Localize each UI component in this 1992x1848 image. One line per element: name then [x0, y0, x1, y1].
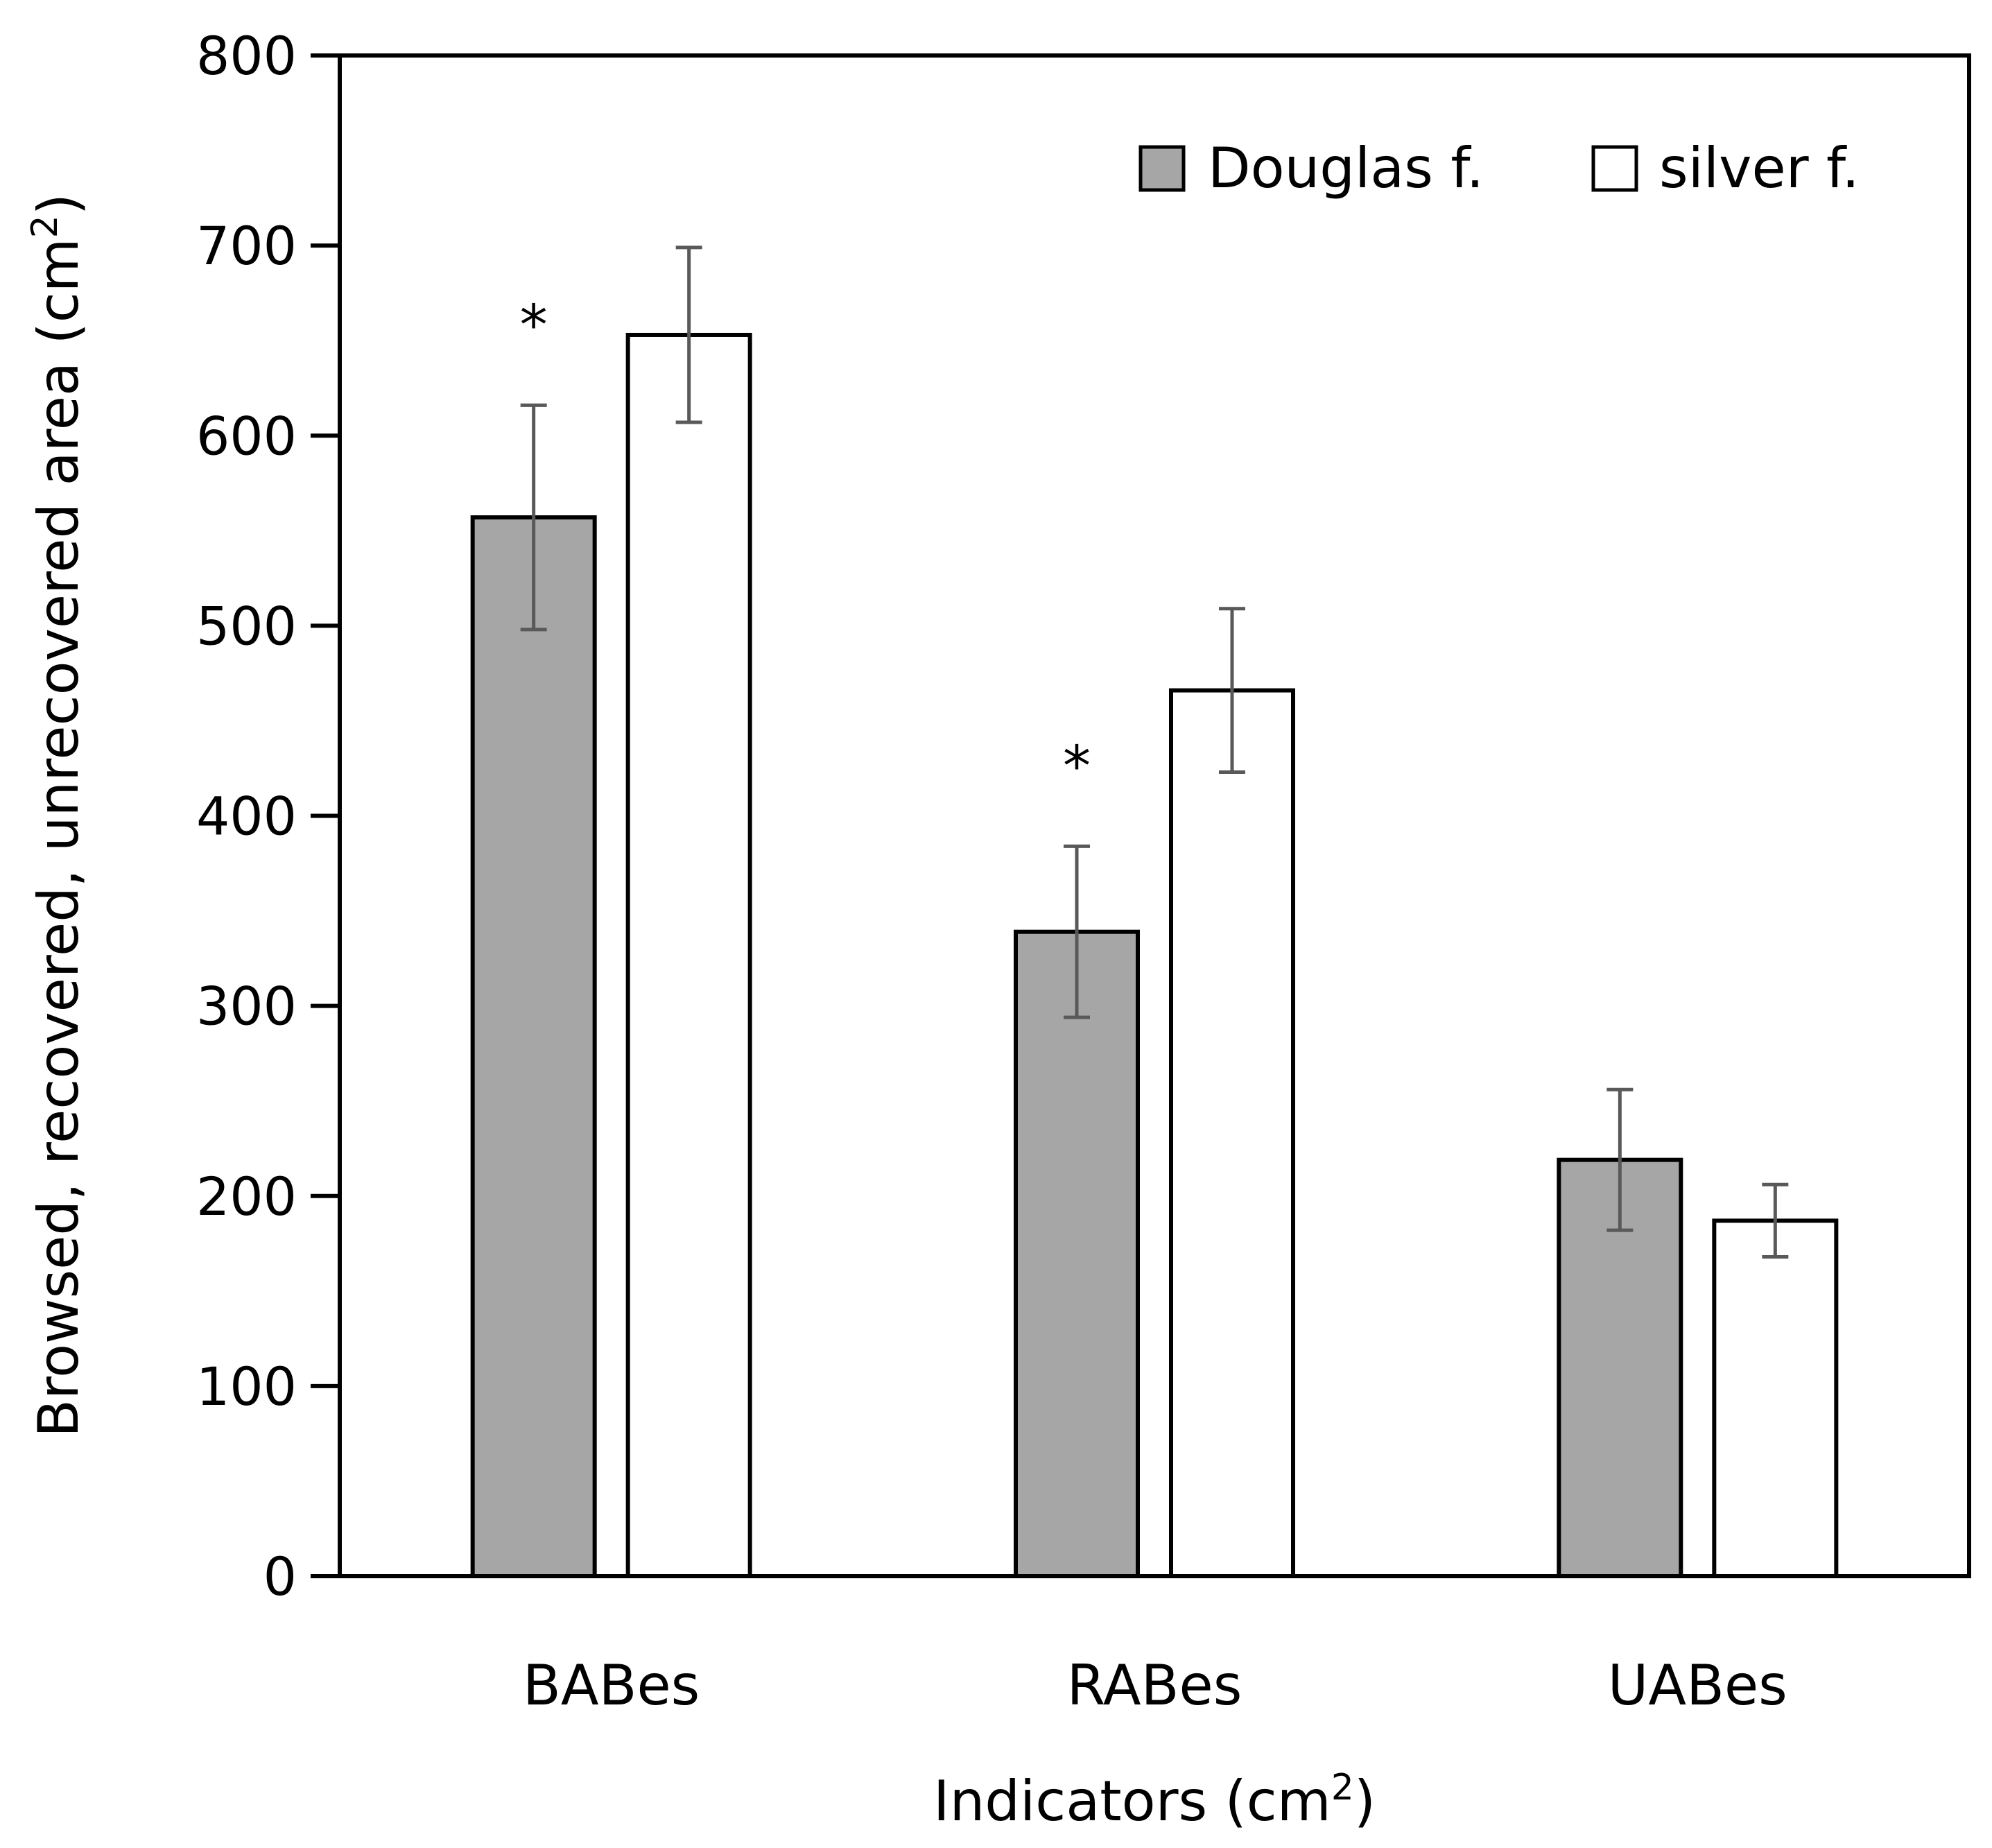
bar-rabes-1 — [1169, 688, 1295, 1578]
y-tick-label-800: 800 — [196, 25, 297, 87]
bar-rabes-0 — [1014, 929, 1140, 1579]
significance-layer: ** — [520, 293, 1091, 798]
x-category-label-rabes: RABes — [1067, 1653, 1242, 1718]
y-axis-title: Browsed, recovered, unrecovered area (cm… — [24, 193, 91, 1437]
x-axis-title-sup: 2 — [1331, 1767, 1354, 1808]
y-axis-title-sup: 2 — [24, 215, 66, 238]
error-bars-layer — [520, 245, 1789, 1259]
x-axis-category-labels: BABes RABes UABes — [523, 1653, 1787, 1718]
legend: Douglas f. silver f. — [1138, 136, 1860, 200]
bar-babes-0 — [470, 515, 597, 1578]
x-category-label-uabes: UABes — [1608, 1653, 1787, 1718]
y-tick-label-200: 200 — [196, 1166, 297, 1227]
y-axis-ticks: 0 100 200 300 400 500 600 700 800 — [196, 25, 340, 1607]
y-tick-label-100: 100 — [196, 1356, 297, 1417]
x-axis-title-main: Indicators (cm — [933, 1769, 1331, 1833]
x-category-label-babes: BABes — [523, 1653, 700, 1718]
x-axis-title: Indicators (cm2) — [933, 1767, 1376, 1833]
bar-babes-1 — [625, 332, 752, 1578]
y-tick-label-600: 600 — [196, 405, 297, 467]
significance-marker-babes: * — [520, 293, 548, 357]
legend-label-silver: silver f. — [1659, 136, 1860, 200]
bar-uabes-1 — [1712, 1218, 1839, 1578]
y-axis-title-main: Browsed, recovered, unrecovered area (cm — [26, 238, 91, 1437]
y-tick-label-500: 500 — [196, 595, 297, 657]
legend-label-douglas: Douglas f. — [1208, 136, 1484, 200]
x-axis-title-end: ) — [1354, 1769, 1376, 1833]
y-tick-label-0: 0 — [263, 1546, 297, 1607]
y-tick-label-700: 700 — [196, 215, 297, 277]
bars-layer — [470, 332, 1839, 1579]
significance-marker-rabes: * — [1063, 734, 1091, 798]
y-axis-title-end: ) — [26, 193, 91, 215]
y-tick-label-300: 300 — [196, 976, 297, 1037]
legend-swatch-silver — [1591, 145, 1638, 192]
legend-swatch-douglas — [1138, 145, 1186, 192]
y-tick-label-400: 400 — [196, 786, 297, 847]
